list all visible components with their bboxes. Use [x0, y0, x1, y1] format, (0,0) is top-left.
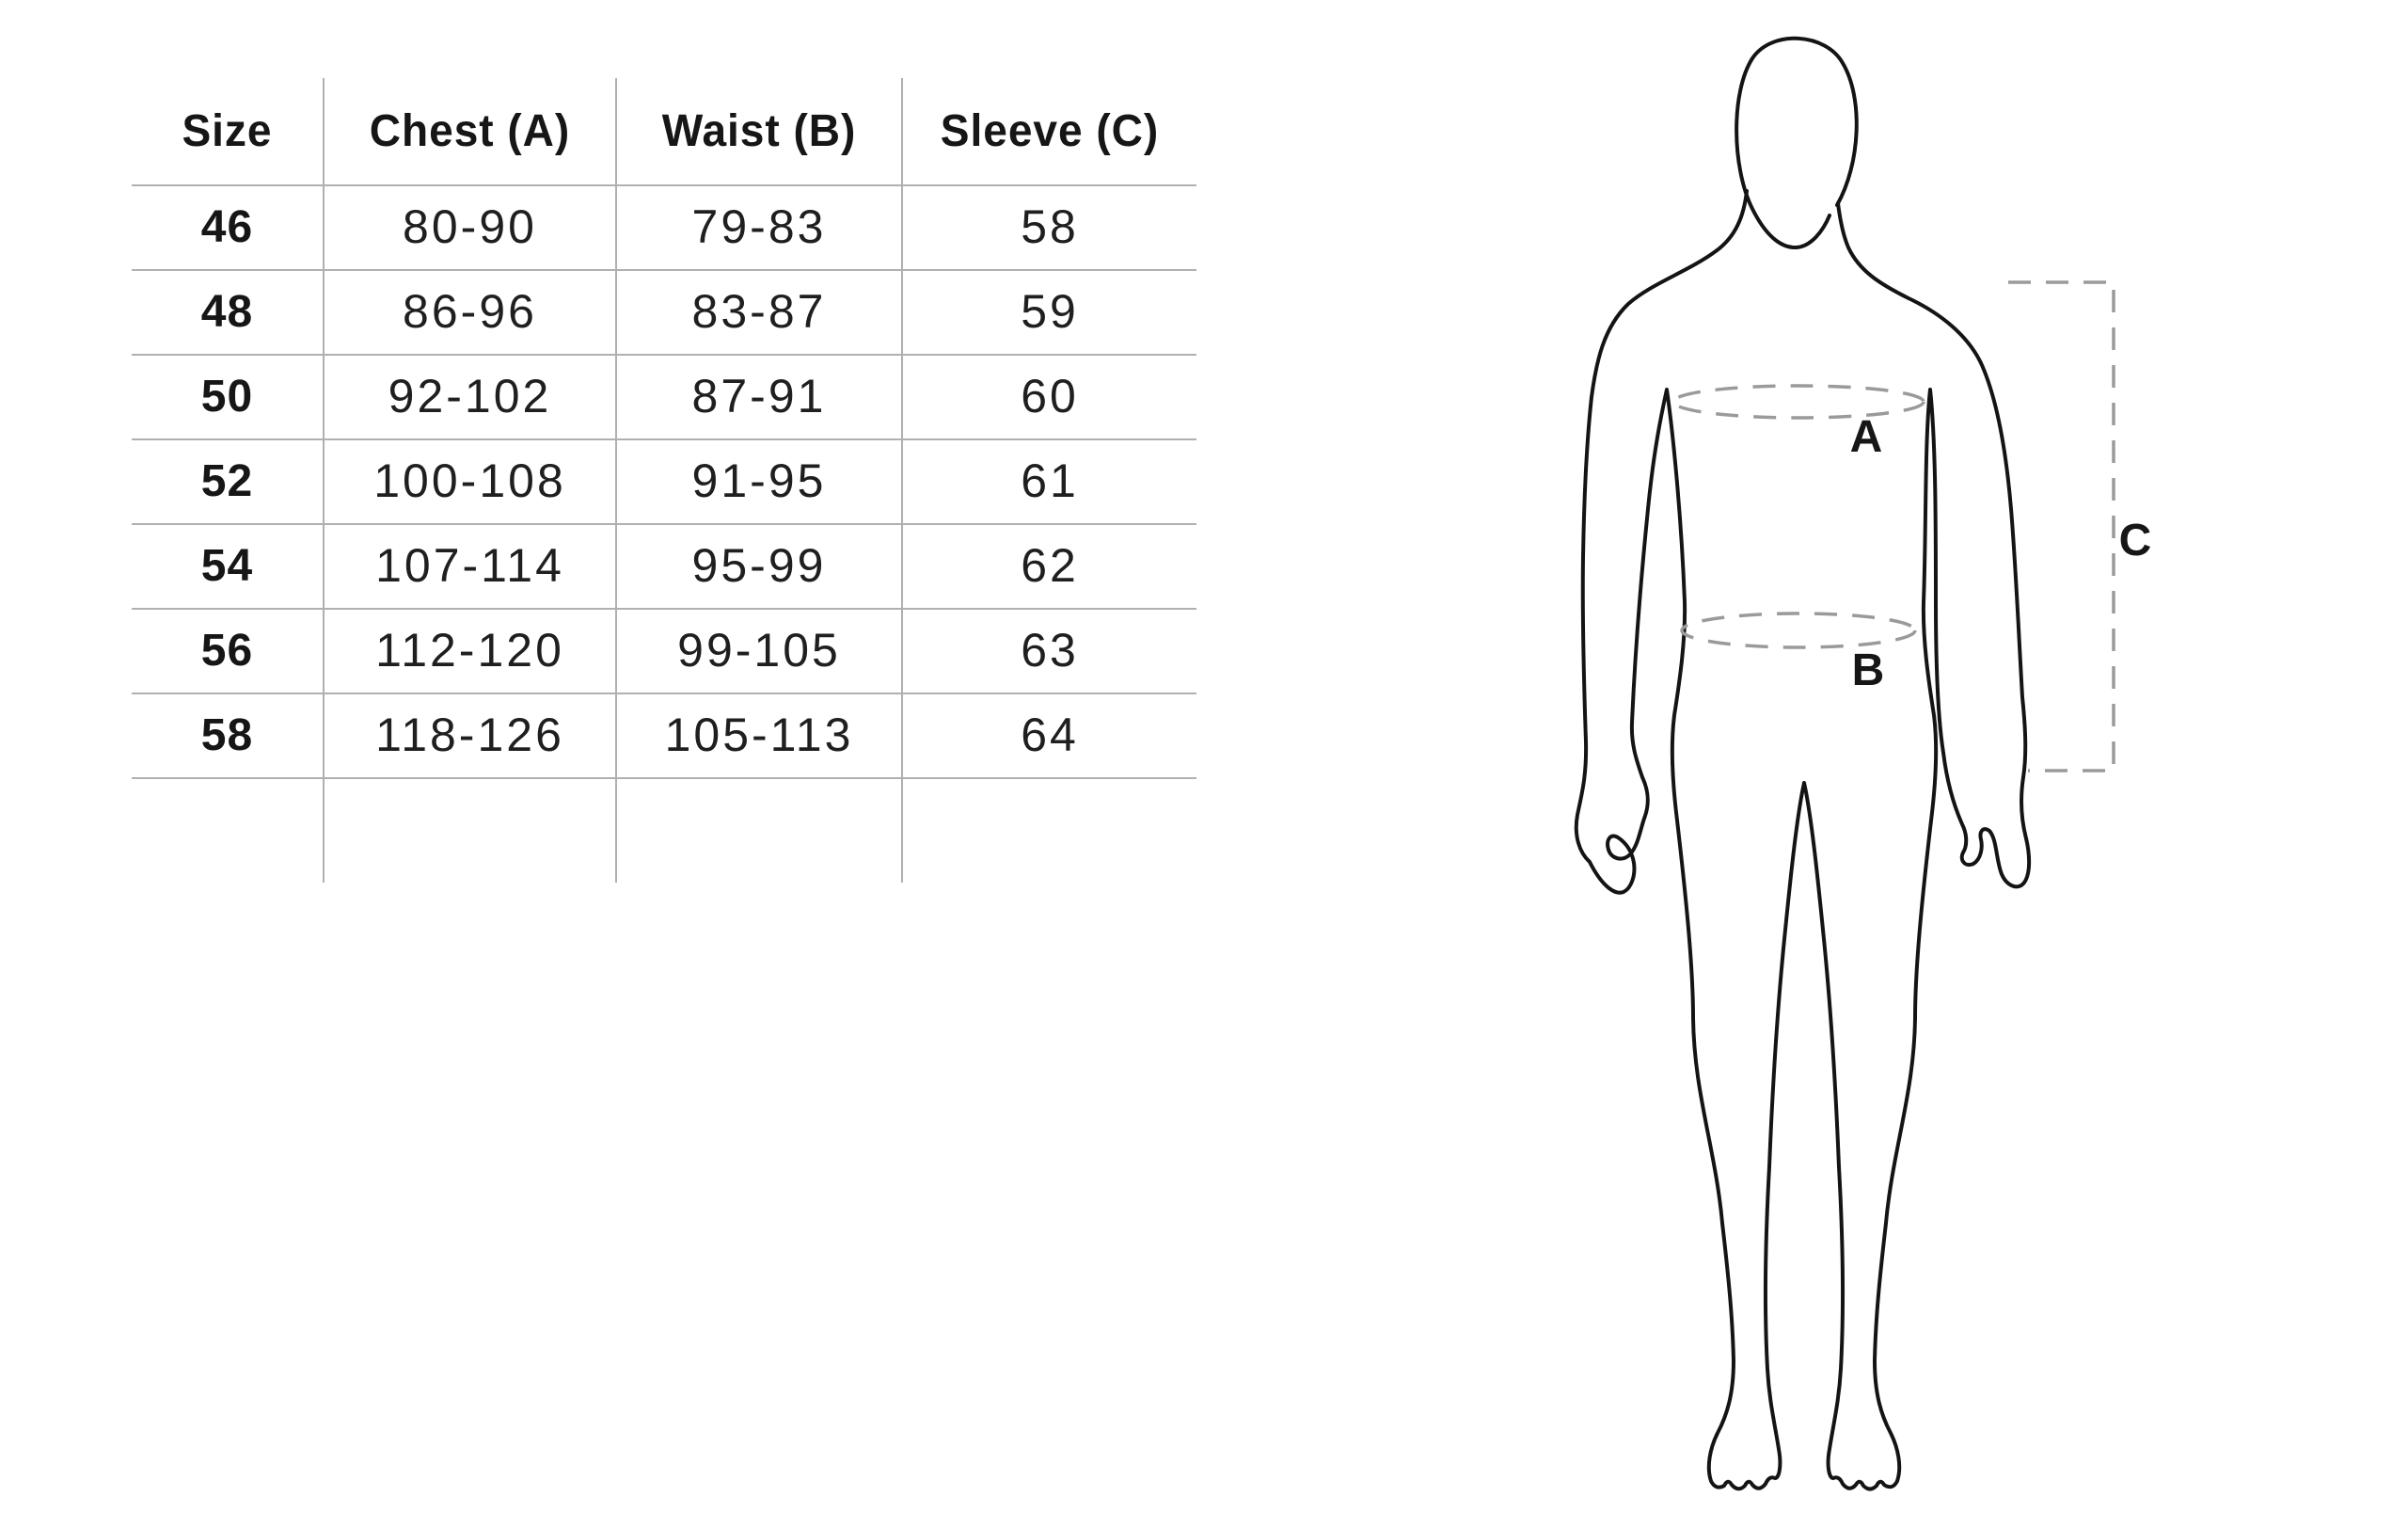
chest-value: 92-102 — [388, 370, 552, 422]
waist-measure-ellipse — [1680, 612, 1917, 649]
sleeve-measure-bracket — [2008, 280, 2115, 772]
chest-value: 112-120 — [375, 624, 564, 677]
table-grid-line — [132, 184, 1196, 186]
chest-value: 107-114 — [375, 539, 564, 592]
chest-label-a: A — [1850, 412, 1883, 462]
chest-value: 80-90 — [403, 200, 537, 253]
table-grid-line — [323, 78, 325, 883]
size-value: 54 — [200, 540, 254, 591]
table-grid-line — [132, 693, 1196, 694]
waist-value: 99-105 — [677, 624, 841, 677]
chest-measure-ellipse — [1671, 384, 1925, 420]
head-outline-path — [1735, 36, 1859, 250]
column-header-waist: Waist (B) — [661, 106, 857, 156]
size-value: 46 — [200, 201, 254, 252]
column-header-sleeve: Sleeve (C) — [940, 106, 1160, 156]
chest-value: 100-108 — [373, 454, 566, 507]
size-value: 56 — [200, 625, 254, 676]
table-grid-line — [132, 438, 1196, 440]
table-grid-line — [901, 78, 903, 883]
table-grid-line — [132, 269, 1196, 271]
waist-value: 83-87 — [691, 285, 827, 338]
waist-value: 105-113 — [664, 709, 854, 761]
size-value: 48 — [200, 286, 254, 337]
waist-value: 95-99 — [691, 539, 827, 592]
column-header-size: Size — [182, 106, 273, 156]
waist-value: 87-91 — [691, 370, 827, 422]
size-value: 52 — [200, 455, 254, 506]
size-value: 58 — [200, 709, 254, 760]
sleeve-value: 61 — [1021, 454, 1079, 507]
sleeve-label-c: C — [2119, 516, 2152, 565]
sleeve-value: 62 — [1021, 539, 1079, 592]
table-grid-line — [132, 777, 1196, 779]
column-header-chest: Chest (A) — [369, 106, 571, 156]
table-grid-line — [132, 523, 1196, 525]
sleeve-value: 64 — [1021, 709, 1079, 761]
sleeve-value: 58 — [1021, 200, 1079, 253]
waist-value: 79-83 — [691, 200, 827, 253]
sleeve-value: 63 — [1021, 624, 1079, 677]
table-grid-line — [615, 78, 617, 883]
table-grid-line — [132, 608, 1196, 610]
table-grid-line — [132, 354, 1196, 356]
body-outline-path — [1574, 189, 2032, 1491]
sleeve-value: 60 — [1021, 370, 1079, 422]
chest-value: 86-96 — [403, 285, 537, 338]
sleeve-value: 59 — [1021, 285, 1079, 338]
size-value: 50 — [200, 371, 254, 422]
waist-value: 91-95 — [691, 454, 827, 507]
waist-label-b: B — [1852, 645, 1885, 695]
chest-value: 118-126 — [375, 709, 564, 761]
